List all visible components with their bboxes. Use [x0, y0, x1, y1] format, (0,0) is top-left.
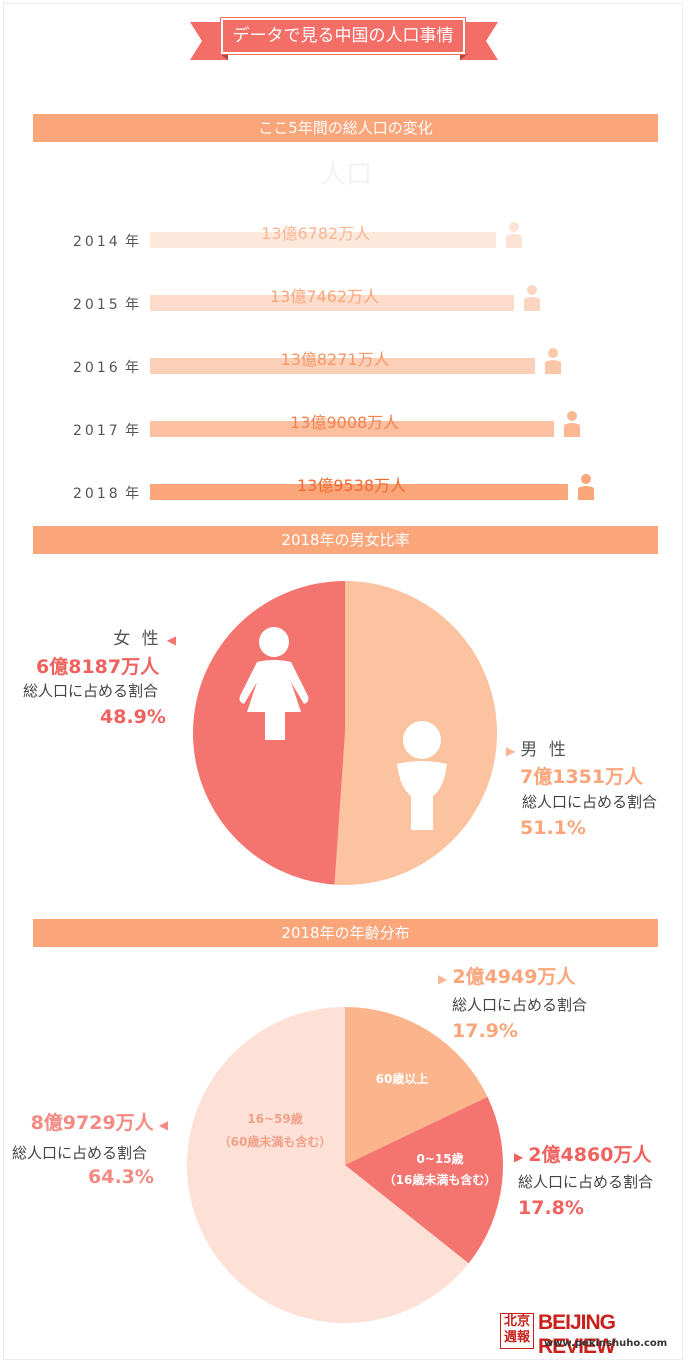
- male-name: 男 性: [520, 740, 569, 760]
- year-label: 2018 年: [73, 483, 153, 503]
- male-caption: 総人口に占める割合: [522, 793, 658, 811]
- population-bar: [150, 484, 568, 500]
- right-pointer-icon: ▶: [438, 972, 448, 986]
- left-pointer-icon: ◀: [166, 633, 176, 647]
- female-name: 女 性: [113, 629, 162, 649]
- age-senior-value: 2億4949万人: [452, 966, 576, 988]
- female-label-block: 女 性 ◀: [113, 624, 176, 649]
- logo-url: www.pekinshuho.com: [544, 1338, 668, 1349]
- population-value-label: 13億9538万人: [296, 476, 407, 495]
- age-working-value: 8億9729万人: [30, 1112, 154, 1134]
- pie-slice-child: [345, 1096, 504, 1264]
- age-working-percent: 64.3%: [88, 1166, 154, 1188]
- year-value: 2015: [73, 297, 121, 313]
- female-caption: 総人口に占める割合: [23, 682, 159, 700]
- year-suffix: 年: [120, 486, 140, 502]
- age-working-caption: 総人口に占める割合: [12, 1144, 148, 1162]
- age-working-slice-line1: 16~59歳: [247, 1112, 303, 1126]
- age-child-slice-line1: 0~15歳: [416, 1152, 464, 1166]
- age-working-label-block: 8億9729万人 ◀: [31, 1108, 168, 1135]
- person-icon: [506, 222, 523, 248]
- year-value: 2017: [73, 423, 121, 439]
- gender-pie-chart: [192, 581, 497, 885]
- page-title: データで見る中国の人口事情: [220, 17, 466, 55]
- right-pointer-icon: ▶: [514, 1150, 524, 1164]
- male-percent: 51.1%: [520, 817, 586, 839]
- beijing-review-logo: 北京週報 BEIJING REVIEW www.pekinshuho.com: [500, 1311, 676, 1358]
- female-value: 6億8187万人: [36, 656, 160, 678]
- year-suffix: 年: [120, 297, 140, 313]
- watermark-icon: 人口: [320, 160, 372, 190]
- page-frame: [3, 3, 683, 1360]
- person-icon: [545, 348, 562, 374]
- year-suffix: 年: [120, 234, 140, 250]
- age-child-label-block: ▶ 2億4860万人: [514, 1140, 651, 1167]
- population-bar: [150, 232, 497, 248]
- age-child-slice-line2: （16歳未満も含む）: [383, 1173, 497, 1187]
- age-senior-label-block: ▶ 2億4949万人: [438, 962, 575, 989]
- age-child-percent: 17.8%: [518, 1197, 584, 1219]
- age-senior-percent: 17.9%: [452, 1020, 518, 1042]
- population-value-label: 13億7462万人: [270, 287, 380, 306]
- year-value: 2016: [73, 360, 121, 376]
- population-value-label: 13億8271万人: [280, 350, 390, 369]
- year-suffix: 年: [120, 360, 140, 376]
- male-label-block: ▶ 男 性: [506, 735, 569, 760]
- age-pie-chart: [187, 1007, 504, 1323]
- year-suffix: 年: [120, 423, 140, 439]
- age-senior-slice-label: 60歳以上: [375, 1072, 429, 1086]
- population-value-label: 13億6782万人: [261, 224, 371, 243]
- year-label: 2015 年: [73, 294, 153, 314]
- person-icon: [577, 474, 594, 500]
- population-bar: [150, 295, 514, 311]
- female-icon: [239, 627, 309, 740]
- male-value: 7億1351万人: [520, 766, 644, 788]
- section-header-gender: 2018年の男女比率: [33, 526, 658, 554]
- section-header-population: ここ5年間の総人口の変化: [33, 114, 658, 142]
- year-value: 2018: [73, 486, 121, 502]
- section-header-age: 2018年の年齢分布: [33, 919, 658, 947]
- year-value: 2014: [73, 234, 121, 250]
- female-percent: 48.9%: [100, 706, 166, 728]
- age-child-value: 2億4860万人: [528, 1144, 652, 1166]
- logo-chinese: 北京週報: [500, 1313, 534, 1349]
- age-child-slice-label: 0~15歳 （16歳未満も含む）: [370, 1150, 510, 1188]
- year-label: 2016 年: [73, 357, 153, 377]
- person-icon: [564, 411, 581, 437]
- logo-name: BEIJING REVIEW: [538, 1311, 616, 1358]
- pie-slice-working: [187, 1007, 469, 1323]
- population-bar: [150, 358, 536, 374]
- age-working-slice-line2: （60歳未満も含む）: [218, 1135, 332, 1149]
- year-label: 2014 年: [73, 231, 153, 251]
- age-senior-caption: 総人口に占める割合: [452, 996, 588, 1014]
- age-working-slice-label: 16~59歳 （60歳未満も含む）: [205, 1110, 345, 1150]
- right-pointer-icon: ▶: [506, 744, 516, 758]
- male-icon: [397, 721, 447, 830]
- population-value-label: 13億9008万人: [290, 413, 400, 432]
- population-bar: [150, 421, 555, 437]
- year-label: 2017 年: [73, 420, 153, 440]
- pie-slice-senior: [345, 1007, 488, 1165]
- left-pointer-icon: ◀: [158, 1118, 168, 1132]
- title-ribbon: [190, 22, 498, 60]
- age-child-caption: 総人口に占める割合: [518, 1173, 654, 1191]
- person-icon: [524, 285, 540, 311]
- svg-text:人口: 人口: [320, 160, 372, 190]
